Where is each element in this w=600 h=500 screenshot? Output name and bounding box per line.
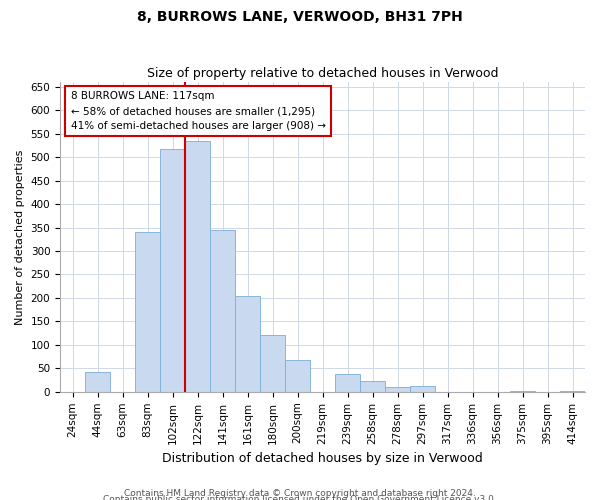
Text: Contains public sector information licensed under the Open Government Licence v3: Contains public sector information licen…: [103, 495, 497, 500]
Text: 8, BURROWS LANE, VERWOOD, BH31 7PH: 8, BURROWS LANE, VERWOOD, BH31 7PH: [137, 10, 463, 24]
Bar: [335, 374, 360, 392]
Title: Size of property relative to detached houses in Verwood: Size of property relative to detached ho…: [147, 66, 498, 80]
Text: 8 BURROWS LANE: 117sqm
← 58% of detached houses are smaller (1,295)
41% of semi-: 8 BURROWS LANE: 117sqm ← 58% of detached…: [71, 92, 326, 131]
Bar: [560, 391, 585, 392]
Y-axis label: Number of detached properties: Number of detached properties: [15, 149, 25, 324]
Bar: [360, 382, 385, 392]
Bar: [235, 296, 260, 392]
Bar: [410, 386, 435, 392]
X-axis label: Distribution of detached houses by size in Verwood: Distribution of detached houses by size …: [162, 452, 483, 465]
Text: Contains HM Land Registry data © Crown copyright and database right 2024.: Contains HM Land Registry data © Crown c…: [124, 488, 476, 498]
Bar: [510, 391, 535, 392]
Bar: [135, 232, 160, 392]
Bar: [260, 336, 285, 392]
Bar: [160, 148, 185, 392]
Bar: [210, 230, 235, 392]
Bar: [385, 387, 410, 392]
Bar: [85, 372, 110, 392]
Bar: [185, 140, 210, 392]
Bar: [285, 360, 310, 392]
